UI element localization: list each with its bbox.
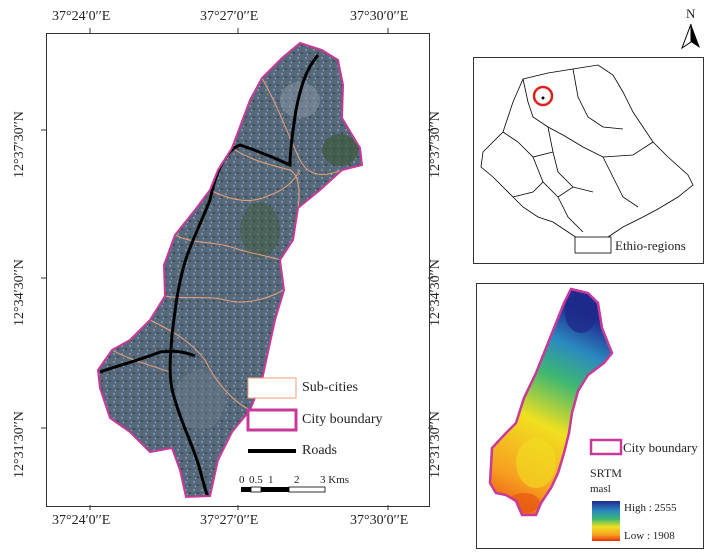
legend-sub-cities: Sub-cities (302, 380, 358, 395)
scale-label-1: 1 (268, 474, 274, 486)
scale-label-0: 0 (239, 474, 245, 486)
dem-srtm-label: SRTM (590, 466, 622, 480)
scale-label-3: 3 Kms (320, 474, 350, 486)
scale-bar (241, 486, 326, 493)
dem-low-label: Low : 1908 (624, 530, 675, 542)
top-tick-3: 37°30′0′′E (350, 9, 409, 24)
north-arrow-icon (680, 23, 700, 50)
ethiopia-regions-map (480, 64, 694, 254)
bottom-tick-2: 37°27′0′′E (200, 513, 259, 528)
legend-city-boundary: City boundary (302, 412, 383, 427)
scale-label-2: 2 (294, 474, 300, 486)
inset-map-frame (473, 57, 704, 264)
north-label: N (686, 6, 696, 21)
top-tick-2: 37°27′0′′E (200, 9, 259, 24)
dem-legend-city-boundary: City boundary (623, 440, 698, 455)
top-tick-1: 37°24′0′′E (52, 9, 111, 24)
dem-elevation-map (488, 287, 623, 541)
dem-high-label: High : 2555 (624, 502, 677, 514)
legend-ethio-regions: Ethio-regions (615, 238, 686, 253)
scale-label-05: 0.5 (249, 474, 263, 486)
bottom-tick-1: 37°24′0′′E (52, 513, 111, 528)
legend-roads: Roads (302, 443, 337, 458)
bottom-tick-3: 37°30′0′′E (350, 513, 409, 528)
dem-unit-label: masl (590, 483, 611, 495)
